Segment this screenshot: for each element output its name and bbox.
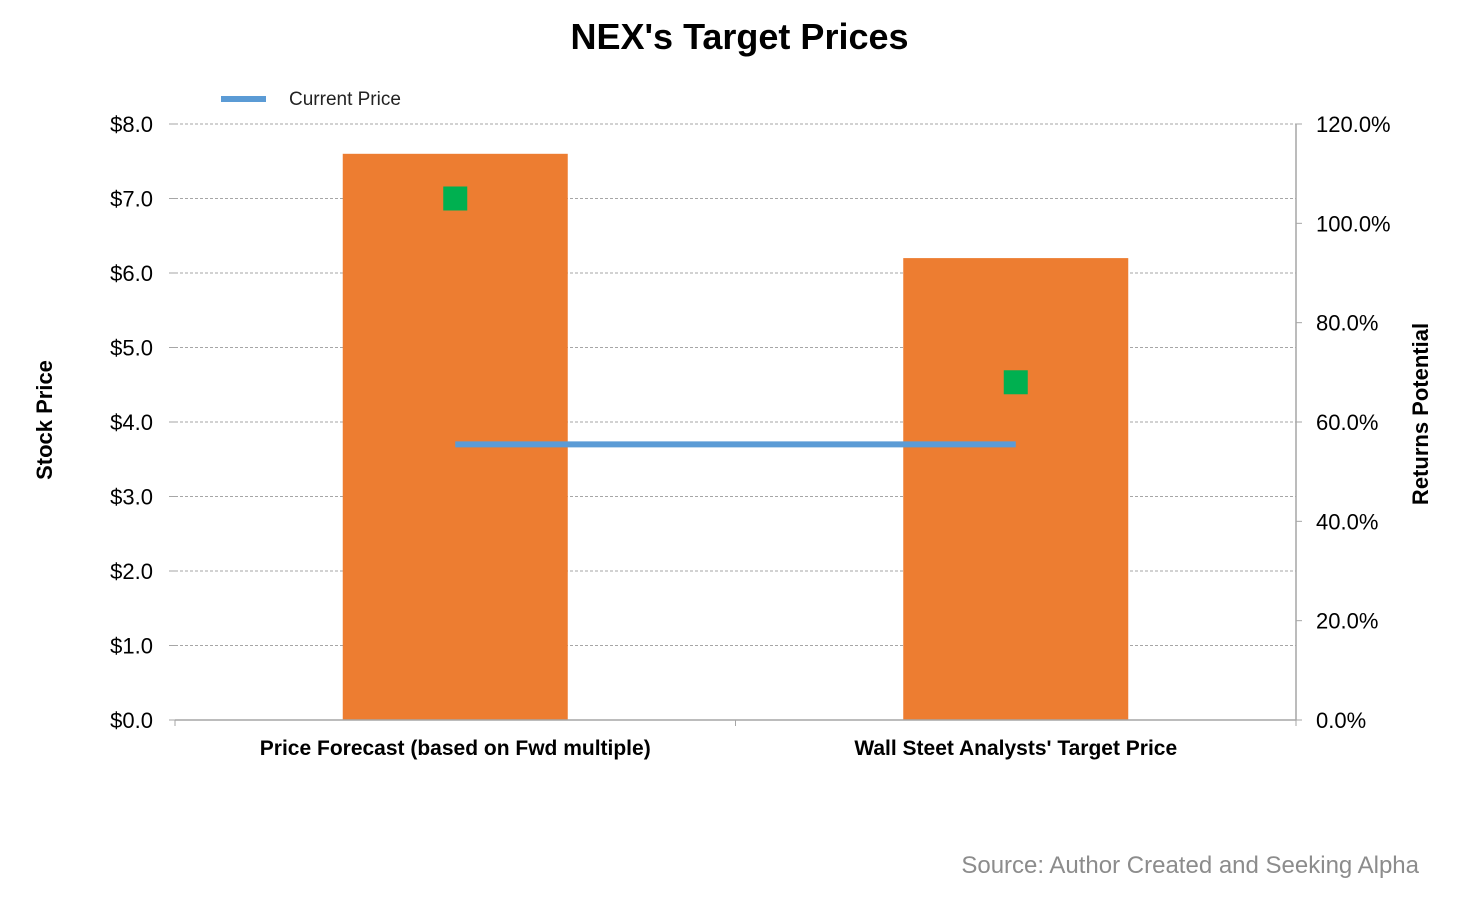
bar (342, 153, 568, 721)
y2-tick-label: 0.0% (1316, 708, 1366, 733)
legend-label: Current Price (289, 89, 401, 110)
y-tick-label: $4.0 (110, 410, 153, 435)
return-marker (1003, 370, 1028, 395)
y2-tick-label: 120.0% (1316, 112, 1391, 137)
y-tick-label: $6.0 (110, 261, 153, 286)
y-tick-label: $1.0 (110, 634, 153, 659)
y-tick-label: $0.0 (110, 708, 153, 733)
chart-title: NEX's Target Prices (570, 16, 909, 57)
y2-tick-label: 60.0% (1316, 410, 1378, 435)
y-tick-label: $7.0 (110, 187, 153, 212)
y-tick-label: $5.0 (110, 336, 153, 361)
category-label: Wall Steet Analysts' Target Price (854, 737, 1177, 760)
category-label: Price Forecast (based on Fwd multiple) (260, 737, 651, 760)
return-markers (443, 186, 1028, 395)
y2-tick-label: 100.0% (1316, 211, 1391, 236)
legend: Current Price (221, 89, 401, 110)
y-tick-label: $2.0 (110, 559, 153, 584)
y2-tick-label: 20.0% (1316, 609, 1378, 634)
return-marker (443, 186, 468, 211)
y2-axis-title: Returns Potential (1408, 323, 1433, 505)
bars (342, 153, 1129, 721)
bar (903, 258, 1129, 720)
y2-tick-label: 40.0% (1316, 509, 1378, 534)
y2-tick-label: 80.0% (1316, 311, 1378, 336)
source-note: Source: Author Created and Seeking Alpha (961, 852, 1419, 879)
category-labels: Price Forecast (based on Fwd multiple) Wa… (260, 737, 1177, 760)
left-axis-ticks: $0.0 $1.0 $2.0 $3.0 $4.0 $5.0 $6.0 $7.0 $8.0 (110, 112, 175, 733)
y-tick-label: $3.0 (110, 485, 153, 510)
y-tick-label: $8.0 (110, 112, 153, 137)
right-axis-ticks: 0.0% 20.0% 40.0% 60.0% 80.0% 100.0% 120.0% (1296, 112, 1391, 733)
y-axis-title: Stock Price (32, 360, 57, 480)
